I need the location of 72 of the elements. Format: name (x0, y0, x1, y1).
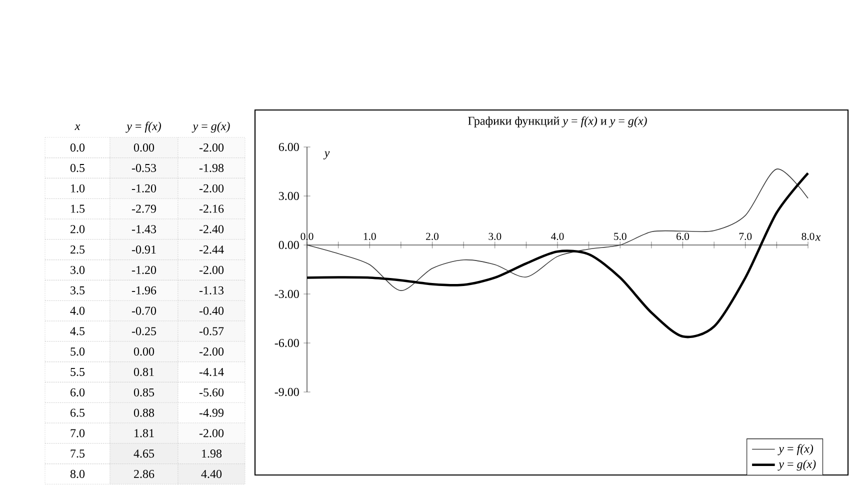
x-tick-label: 0.0 (300, 232, 314, 240)
y-tick-label: 3.0 (70, 266, 85, 274)
data-label: -1.96 (132, 286, 156, 294)
y-tick-label: 2.5 (70, 246, 85, 254)
y-tick-label: 3.5 (70, 286, 85, 294)
x-tick-label: 4.0 (551, 232, 564, 240)
y-tick-label: 1.0 (71, 184, 85, 192)
x-tick-label: 3.0 (488, 232, 502, 240)
y-tick-label: 4.5 (70, 327, 85, 336)
data-label: -4.99 (199, 408, 224, 417)
data-label: 1.81 (134, 429, 154, 438)
data-label: -5.60 (199, 388, 224, 396)
y-tick-label: 6.00 (278, 142, 299, 152)
data-label: -2.16 (199, 204, 224, 213)
legend-label: y = g(x) (778, 460, 816, 471)
data-label: 2.86 (134, 470, 154, 478)
y-tick-label: -6.00 (274, 338, 299, 348)
y-tick-label: 5.0 (70, 348, 85, 356)
data-label: 0.00 (134, 348, 154, 356)
data-label: -0.91 (132, 246, 156, 254)
y-tick-label: 3.00 (278, 192, 299, 200)
data-label: -2.00 (199, 144, 224, 152)
x-tick-label: 7.0 (739, 232, 752, 240)
y-tick-label: 0.5 (70, 164, 85, 172)
data-label: -2.00 (199, 429, 224, 438)
data-label: 4.65 (134, 450, 154, 458)
y-tick-label: 0.0 (70, 144, 85, 152)
data-label: -0.53 (132, 164, 156, 172)
data-label: -2.79 (132, 204, 156, 213)
data-label: -0.57 (199, 327, 224, 336)
data-label: -0.40 (199, 306, 224, 315)
x-axis-title: x (815, 235, 821, 241)
data-label: -0.70 (132, 306, 156, 315)
data-label: 0.85 (134, 388, 154, 396)
data-label: -1.43 (132, 225, 156, 234)
data-label: 0.88 (134, 408, 154, 417)
y-tick-label: -3.00 (274, 290, 299, 298)
x-tick-label: 5.0 (614, 232, 626, 240)
y-tick-label: 2.0 (70, 225, 85, 234)
x-tick-label: 8.0 (802, 232, 814, 240)
y-tick-label: 1.5 (71, 204, 85, 213)
y-tick-label: -9.00 (274, 388, 299, 396)
y-tick-label: 7.5 (70, 450, 85, 458)
x-tick-label: 6.0 (676, 232, 690, 240)
y-axis-title: y (323, 151, 330, 160)
y-tick-label: 7.0 (70, 429, 85, 438)
y-tick-label: 5.5 (70, 368, 85, 376)
x-tick-label: 1.0 (364, 232, 376, 240)
data-label: -2.00 (199, 266, 224, 274)
x-tick-label: 2.0 (426, 232, 439, 240)
chart-title: Графики функций y = f(x) и y = g(x) (468, 116, 647, 128)
y-tick-label: 6.0 (70, 388, 85, 396)
y-axis-title: x (74, 124, 80, 130)
data-label: -1.20 (132, 266, 156, 274)
data-label: -4.14 (199, 368, 224, 376)
legend-label: y = f(x) (778, 444, 814, 456)
data-label: 0.00 (134, 144, 154, 152)
data-label: -1.98 (199, 164, 224, 172)
data-label: -2.00 (199, 348, 224, 356)
data-label: -2.00 (199, 184, 224, 192)
data-label: 4.40 (201, 470, 222, 478)
y-tick-label: 4.0 (70, 306, 85, 315)
y-tick-label: 0.00 (278, 240, 299, 250)
data-label: -2.40 (199, 225, 224, 234)
data-label: 1.98 (202, 450, 222, 458)
data-label: -0.25 (132, 327, 156, 336)
data-label: 0.81 (134, 368, 154, 376)
y-tick-label: 8.0 (70, 470, 85, 478)
data-label: -2.44 (199, 246, 224, 254)
y-tick-label: 6.5 (70, 408, 85, 417)
data-label: -1.20 (132, 184, 156, 192)
data-label: -1.13 (199, 286, 224, 294)
